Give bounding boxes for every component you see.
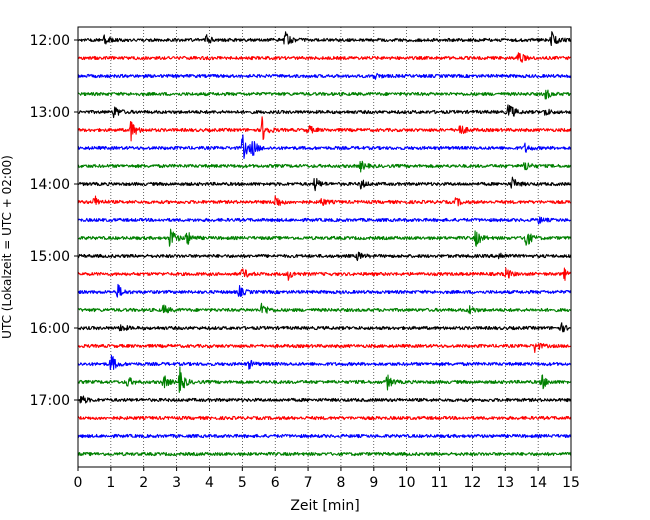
- y-tick-label: 14:00: [30, 177, 70, 193]
- trace-line: [77, 415, 572, 421]
- trace-line: [77, 160, 572, 173]
- trace-line: [77, 52, 572, 63]
- x-tick-label: 2: [139, 475, 148, 491]
- trace-line: [77, 366, 572, 393]
- trace-line: [77, 228, 572, 247]
- x-tick-label: 0: [74, 475, 83, 491]
- y-tick-label: 13:00: [30, 105, 70, 121]
- trace-line: [77, 302, 572, 315]
- trace-line: [77, 134, 572, 160]
- plot-frame: [77, 26, 572, 468]
- trace-line: [77, 31, 572, 47]
- trace-line: [77, 267, 572, 281]
- trace-line: [77, 104, 572, 119]
- trace-line: [77, 89, 572, 100]
- x-tick-label: 13: [496, 475, 514, 491]
- trace-line: [77, 433, 572, 439]
- trace-line: [77, 251, 572, 262]
- trace-lines: [77, 31, 572, 457]
- x-tick-label: 6: [271, 475, 280, 491]
- trace-line: [77, 216, 572, 225]
- x-tick-label: 15: [562, 475, 580, 491]
- grid-lines: [110, 27, 539, 467]
- x-tick-label: 7: [304, 475, 313, 491]
- y-tick-label: 16:00: [30, 321, 70, 337]
- x-tick-label: 9: [369, 475, 378, 491]
- trace-line: [77, 176, 572, 192]
- y-tick-label: 12:00: [30, 33, 70, 49]
- trace-line: [77, 322, 572, 333]
- x-tick-label: 3: [172, 475, 181, 491]
- trace-line: [77, 395, 572, 404]
- x-tick-label: 14: [529, 475, 547, 491]
- x-axis-title: Zeit [min]: [290, 498, 359, 514]
- y-tick-label: 17:00: [30, 393, 70, 409]
- trace-line: [77, 195, 572, 207]
- trace-line: [77, 342, 572, 354]
- trace-line: [77, 354, 572, 371]
- x-tick-label: 12: [463, 475, 481, 491]
- trace-line: [77, 451, 572, 457]
- axis-ticks: 0 1 2 3 4 5 6 7 8 9 10 11 12 13 14 1512:0013:0014:0015:…: [30, 33, 580, 491]
- x-tick-label: 10: [398, 475, 416, 491]
- y-tick-label: 15:00: [30, 249, 70, 265]
- x-tick-label: 1: [106, 475, 115, 491]
- y-axis-title: UTC (Lokalzeit = UTC + 02:00): [0, 155, 14, 339]
- trace-line: [77, 72, 572, 80]
- x-tick-label: 4: [205, 475, 214, 491]
- trace-line: [77, 283, 572, 298]
- x-tick-label: 5: [238, 475, 247, 491]
- x-tick-label: 8: [336, 475, 345, 491]
- x-tick-label: 11: [431, 475, 449, 491]
- trace-line: [77, 116, 572, 142]
